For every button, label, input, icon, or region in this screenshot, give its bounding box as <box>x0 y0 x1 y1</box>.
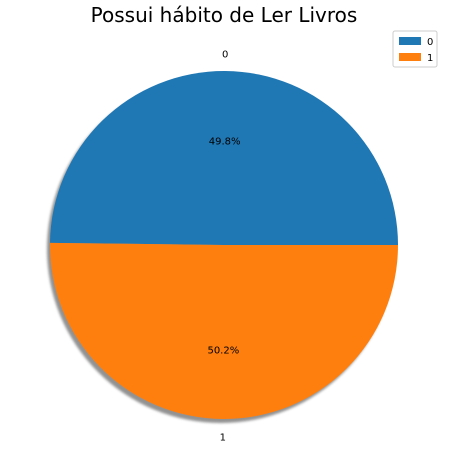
chart-title: Possui hábito de Ler Livros <box>91 3 358 27</box>
pie-slice-1 <box>50 242 398 419</box>
legend-swatch-0 <box>399 37 421 45</box>
pie-slice-0 <box>50 70 399 245</box>
legend-swatch-1 <box>399 53 421 61</box>
slice-category-label-1: 1 <box>220 432 226 443</box>
slice-percent-label-0: 49.8% <box>209 137 241 148</box>
legend-label-0: 0 <box>427 37 433 48</box>
pie-slices <box>50 70 399 419</box>
slice-category-label-0: 0 <box>222 50 228 61</box>
pie-labels: 49.8% 0 50.2% 1 <box>207 50 240 444</box>
legend-label-1: 1 <box>427 53 433 64</box>
legend: 0 1 <box>392 30 438 68</box>
slice-percent-label-1: 50.2% <box>207 345 239 356</box>
